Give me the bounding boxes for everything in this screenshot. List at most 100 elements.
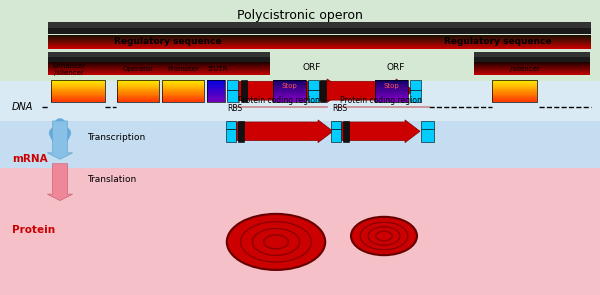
Bar (48, 69, 270, 70)
Bar (117, 96, 159, 97)
Bar (51, 101, 105, 102)
Text: Regulatory sequence: Regulatory sequence (114, 37, 222, 46)
Bar (421, 121, 434, 129)
Ellipse shape (351, 217, 417, 255)
Bar (375, 85, 408, 86)
Bar (492, 87, 537, 88)
Text: Enhancer
/silencer: Enhancer /silencer (52, 63, 86, 76)
Text: ORF: ORF (303, 63, 321, 72)
Bar (48, 38, 591, 39)
Bar (48, 43, 591, 44)
Bar (117, 91, 159, 92)
Bar (162, 94, 204, 95)
Bar (207, 90, 225, 91)
Bar (48, 35, 591, 36)
Bar (162, 101, 204, 102)
Bar (117, 100, 159, 101)
Bar (48, 73, 270, 74)
Bar (117, 94, 159, 95)
Bar (162, 80, 204, 102)
Bar (492, 94, 537, 95)
Bar (117, 85, 159, 86)
Bar (492, 98, 537, 99)
Text: Transcription: Transcription (87, 133, 145, 142)
Bar (375, 80, 408, 102)
Bar (48, 65, 270, 66)
Bar (474, 71, 590, 72)
Bar (474, 65, 590, 66)
Bar (207, 83, 225, 84)
Bar (117, 98, 159, 99)
Bar (117, 86, 159, 87)
Bar (48, 66, 270, 67)
Bar (492, 89, 537, 90)
Bar (273, 82, 306, 83)
Bar (51, 98, 105, 99)
Bar (207, 89, 225, 90)
Bar (320, 80, 326, 102)
Text: Stop: Stop (281, 83, 298, 89)
Bar (492, 101, 537, 102)
Bar (226, 129, 236, 142)
Bar (375, 80, 408, 81)
Bar (48, 42, 591, 43)
Bar (51, 85, 105, 86)
Bar (51, 96, 105, 97)
Bar (273, 86, 306, 87)
FancyArrow shape (228, 120, 333, 143)
Bar (331, 129, 341, 142)
Bar (162, 92, 204, 93)
Bar (273, 80, 306, 81)
Bar (273, 90, 306, 91)
Bar (375, 100, 408, 101)
Bar (492, 80, 537, 81)
Bar (207, 100, 225, 101)
Bar (162, 80, 204, 81)
Text: Protein coding region: Protein coding region (238, 96, 320, 105)
Bar (162, 86, 204, 87)
Text: Stop: Stop (383, 83, 400, 89)
Bar (207, 101, 225, 102)
Bar (162, 88, 204, 89)
Bar (117, 101, 159, 102)
Bar (0, 121, 600, 295)
Bar (51, 87, 105, 88)
Bar (492, 86, 537, 87)
Bar (48, 52, 270, 57)
Bar (375, 90, 408, 91)
Bar (474, 66, 590, 67)
Bar (48, 41, 591, 42)
Bar (273, 87, 306, 88)
Bar (48, 67, 270, 68)
Bar (48, 72, 270, 73)
Bar (375, 92, 408, 93)
Bar (117, 90, 159, 91)
Text: DNA: DNA (12, 102, 34, 112)
Bar (51, 90, 105, 91)
Bar (48, 37, 591, 38)
Bar (207, 98, 225, 99)
Bar (117, 95, 159, 96)
Bar (207, 91, 225, 92)
Bar (48, 40, 591, 41)
Bar (51, 88, 105, 89)
Bar (375, 84, 408, 85)
Bar (51, 81, 105, 82)
Bar (273, 94, 306, 95)
Bar (51, 89, 105, 90)
Bar (343, 121, 349, 142)
Text: RBS: RBS (227, 104, 242, 113)
Bar (474, 62, 590, 63)
Bar (117, 87, 159, 88)
Bar (227, 90, 238, 102)
Bar (273, 81, 306, 82)
Bar (375, 87, 408, 88)
Bar (207, 99, 225, 100)
Bar (474, 67, 590, 68)
Bar (273, 95, 306, 96)
Bar (162, 89, 204, 90)
Bar (207, 85, 225, 86)
Bar (207, 97, 225, 98)
Bar (375, 93, 408, 94)
Bar (492, 91, 537, 92)
